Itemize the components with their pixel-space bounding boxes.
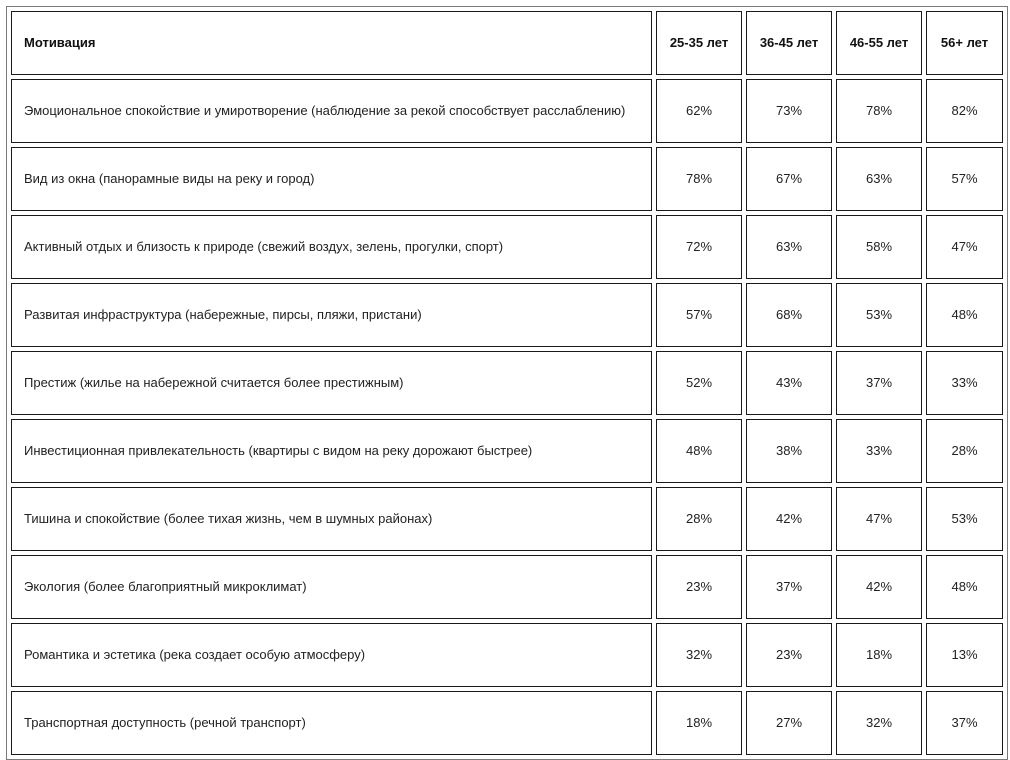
header-age-25-35: 25-35 лет [656, 11, 742, 75]
table-row: Транспортная доступность (речной транспо… [11, 691, 1003, 755]
value-cell: 48% [926, 283, 1003, 347]
header-motivation: Мотивация [11, 11, 652, 75]
table-row: Активный отдых и близость к природе (све… [11, 215, 1003, 279]
value-cell: 72% [656, 215, 742, 279]
table-row: Вид из окна (панорамные виды на реку и г… [11, 147, 1003, 211]
value-cell: 48% [926, 555, 1003, 619]
value-cell: 18% [656, 691, 742, 755]
table-row: Развитая инфраструктура (набережные, пир… [11, 283, 1003, 347]
motivation-cell: Экология (более благоприятный микроклима… [11, 555, 652, 619]
value-cell: 32% [656, 623, 742, 687]
header-row: Мотивация 25-35 лет 36-45 лет 46-55 лет … [11, 11, 1003, 75]
value-cell: 23% [746, 623, 832, 687]
value-cell: 33% [926, 351, 1003, 415]
value-cell: 23% [656, 555, 742, 619]
value-cell: 47% [836, 487, 922, 551]
header-age-36-45: 36-45 лет [746, 11, 832, 75]
motivation-table: Мотивация 25-35 лет 36-45 лет 46-55 лет … [6, 6, 1008, 760]
motivation-table-container: Мотивация 25-35 лет 36-45 лет 46-55 лет … [6, 6, 1008, 760]
value-cell: 38% [746, 419, 832, 483]
value-cell: 28% [656, 487, 742, 551]
value-cell: 63% [746, 215, 832, 279]
value-cell: 33% [836, 419, 922, 483]
motivation-cell: Развитая инфраструктура (набережные, пир… [11, 283, 652, 347]
motivation-cell: Активный отдых и близость к природе (све… [11, 215, 652, 279]
value-cell: 42% [836, 555, 922, 619]
table-row: Инвестиционная привлекательность (кварти… [11, 419, 1003, 483]
motivation-cell: Тишина и спокойствие (более тихая жизнь,… [11, 487, 652, 551]
table-row: Тишина и спокойствие (более тихая жизнь,… [11, 487, 1003, 551]
motivation-cell: Престиж (жилье на набережной считается б… [11, 351, 652, 415]
value-cell: 62% [656, 79, 742, 143]
value-cell: 73% [746, 79, 832, 143]
value-cell: 42% [746, 487, 832, 551]
value-cell: 53% [836, 283, 922, 347]
value-cell: 78% [656, 147, 742, 211]
value-cell: 67% [746, 147, 832, 211]
motivation-cell: Вид из окна (панорамные виды на реку и г… [11, 147, 652, 211]
value-cell: 37% [746, 555, 832, 619]
motivation-cell: Инвестиционная привлекательность (кварти… [11, 419, 652, 483]
table-row: Романтика и эстетика (река создает особу… [11, 623, 1003, 687]
value-cell: 57% [656, 283, 742, 347]
motivation-cell: Транспортная доступность (речной транспо… [11, 691, 652, 755]
value-cell: 68% [746, 283, 832, 347]
value-cell: 48% [656, 419, 742, 483]
value-cell: 78% [836, 79, 922, 143]
value-cell: 32% [836, 691, 922, 755]
header-age-56-plus: 56+ лет [926, 11, 1003, 75]
value-cell: 27% [746, 691, 832, 755]
value-cell: 63% [836, 147, 922, 211]
value-cell: 13% [926, 623, 1003, 687]
table-row: Экология (более благоприятный микроклима… [11, 555, 1003, 619]
value-cell: 82% [926, 79, 1003, 143]
value-cell: 58% [836, 215, 922, 279]
value-cell: 57% [926, 147, 1003, 211]
table-row: Престиж (жилье на набережной считается б… [11, 351, 1003, 415]
value-cell: 47% [926, 215, 1003, 279]
table-row: Эмоциональное спокойствие и умиротворени… [11, 79, 1003, 143]
motivation-cell: Эмоциональное спокойствие и умиротворени… [11, 79, 652, 143]
value-cell: 37% [926, 691, 1003, 755]
value-cell: 18% [836, 623, 922, 687]
value-cell: 53% [926, 487, 1003, 551]
value-cell: 52% [656, 351, 742, 415]
motivation-cell: Романтика и эстетика (река создает особу… [11, 623, 652, 687]
value-cell: 37% [836, 351, 922, 415]
value-cell: 43% [746, 351, 832, 415]
header-age-46-55: 46-55 лет [836, 11, 922, 75]
value-cell: 28% [926, 419, 1003, 483]
